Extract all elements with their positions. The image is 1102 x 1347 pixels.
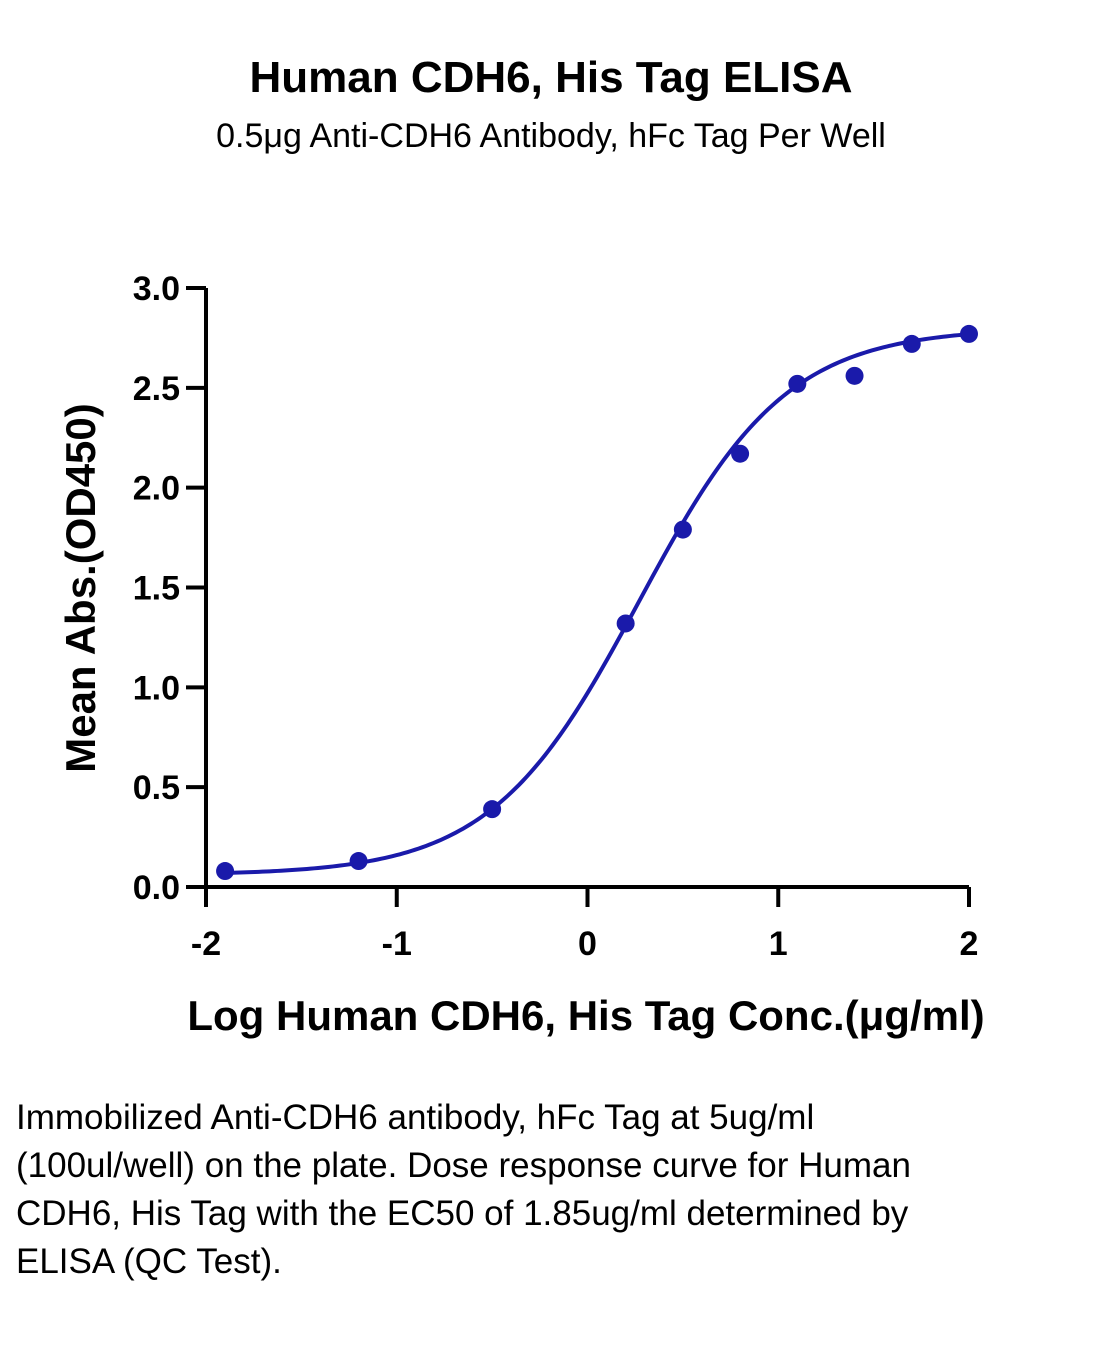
data-point — [960, 324, 978, 343]
data-point — [216, 862, 235, 881]
tick-labels: 0.0 0.5 1.0 1.5 2.0 2.5 3.0 -2 -1 0 1 2 — [133, 270, 979, 963]
data-points — [216, 324, 978, 881]
y-tick-label: 0.0 — [133, 869, 180, 907]
figure-caption: Immobilized Anti-CDH6 antibody, hFc Tag … — [16, 1098, 911, 1281]
y-tick-label: 3.0 — [133, 270, 180, 308]
data-point — [616, 614, 635, 633]
x-axis-title: Log Human CDH6, His Tag Conc.(μg/ml) — [187, 992, 984, 1039]
x-tick-label: 2 — [960, 925, 979, 963]
x-tick-label: -2 — [191, 925, 221, 963]
x-tick-label: -1 — [382, 925, 412, 963]
data-point — [349, 852, 368, 871]
data-point — [845, 366, 864, 385]
chart-title: Human CDH6, His Tag ELISA — [249, 53, 853, 102]
y-tick-label: 1.5 — [133, 570, 180, 608]
fit-curve — [225, 332, 970, 875]
x-tick-label: 0 — [578, 925, 597, 963]
chart-plot: 0.0 0.5 1.0 1.5 2.0 2.5 3.0 -2 -1 0 1 2 Log Human C… — [57, 270, 985, 1039]
x-tick-label: 1 — [769, 925, 788, 963]
data-point — [902, 334, 921, 353]
y-axis-title: Mean Abs.(OD450) — [57, 403, 104, 773]
y-tick-label: 1.0 — [133, 669, 180, 707]
data-point — [731, 444, 750, 463]
y-tick-label: 0.5 — [133, 769, 180, 807]
chart-subtitle: 0.5μg Anti-CDH6 Antibody, hFc Tag Per We… — [216, 117, 886, 155]
tick-marks — [186, 286, 971, 907]
data-point — [483, 800, 502, 819]
data-point — [788, 374, 807, 393]
y-tick-label: 2.5 — [133, 370, 180, 408]
y-tick-label: 2.0 — [133, 470, 180, 508]
data-point — [673, 520, 692, 539]
